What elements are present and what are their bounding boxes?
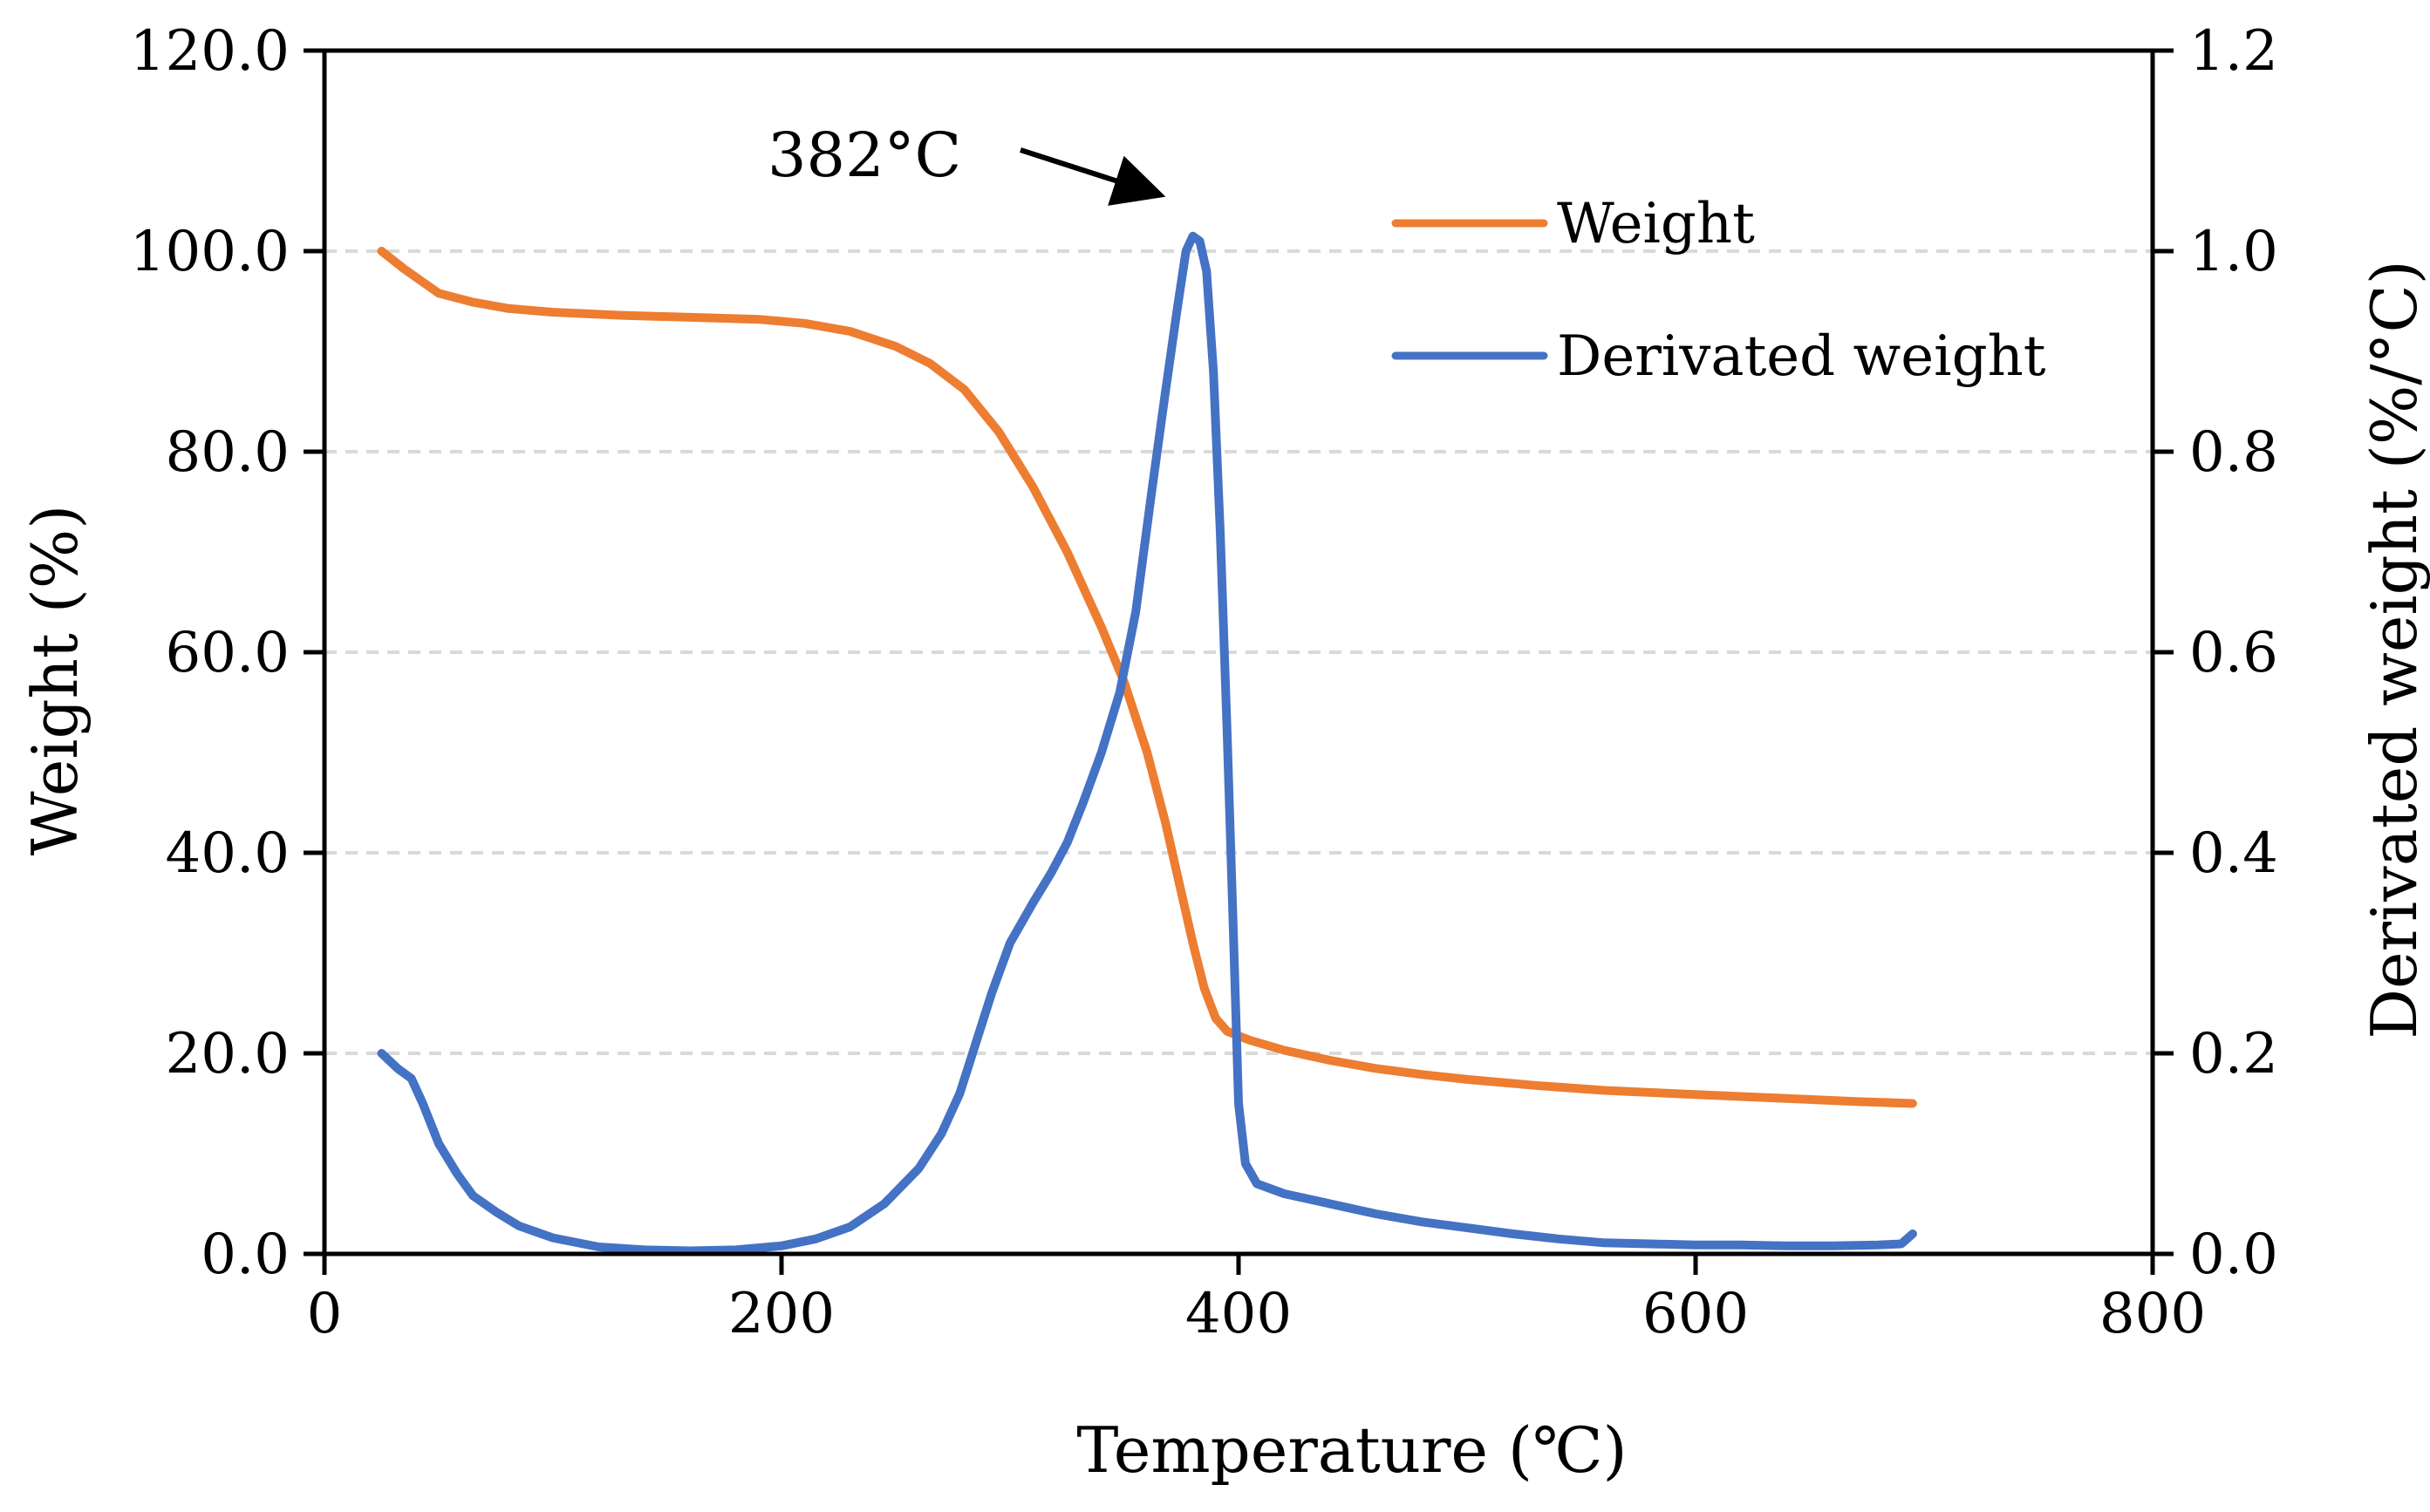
y-right-tick-label-1: 0.2 — [2189, 1022, 2278, 1086]
y-right-tick-label-0: 0.0 — [2189, 1223, 2278, 1287]
y-left-tick-label-5: 100.0 — [130, 220, 290, 284]
legend-label-derivated-weight: Derivated weight — [1557, 324, 2046, 389]
y-left-tick-label-0: 0.0 — [201, 1223, 290, 1287]
y-right-tick-label-4: 0.8 — [2189, 420, 2278, 485]
legend: Weight Derivated weight — [1391, 192, 2046, 389]
legend-label-weight: Weight — [1557, 192, 1755, 256]
y-left-tick-label-2: 40.0 — [166, 821, 290, 886]
y-right-tick-label-5: 1.0 — [2189, 220, 2278, 284]
x-tick-label-4: 800 — [2099, 1282, 2206, 1346]
peak-annotation-arrow — [1020, 147, 1166, 206]
peak-annotation-label: 382°C — [768, 119, 961, 191]
axes — [304, 48, 2174, 1275]
peak-annotation: 382°C — [768, 119, 1166, 206]
y-left-tick-label-1: 20.0 — [166, 1022, 290, 1086]
y-axis-right-title: Derivated weight (%/°C) — [2358, 260, 2430, 1039]
y-left-tick-label-3: 60.0 — [166, 621, 290, 685]
gridlines — [324, 249, 2153, 1055]
series-layer — [377, 231, 1917, 1256]
y-axis-left-title: Weight (%) — [18, 505, 92, 856]
y-right-tick-label-3: 0.6 — [2189, 621, 2278, 685]
y-left-tick-label-4: 80.0 — [166, 420, 290, 485]
x-tick-label-2: 400 — [1185, 1282, 1292, 1346]
tick-labels: 0.0 20.0 40.0 60.0 80.0 100.0 120.0 0.0 0.2 0.4 0.… — [130, 19, 2278, 1346]
y-left-tick-label-6: 120.0 — [130, 19, 290, 84]
x-tick-label-0: 0 — [307, 1282, 343, 1346]
series-line-derivated-weight — [377, 231, 1917, 1256]
x-tick-label-3: 600 — [1642, 1282, 1749, 1346]
series-line-weight — [377, 247, 1917, 1108]
y-right-tick-label-6: 1.2 — [2189, 19, 2278, 84]
x-tick-label-1: 200 — [728, 1282, 835, 1346]
x-axis-title: Temperature (℃) — [1076, 1413, 1627, 1487]
y-right-tick-label-2: 0.4 — [2189, 821, 2278, 886]
